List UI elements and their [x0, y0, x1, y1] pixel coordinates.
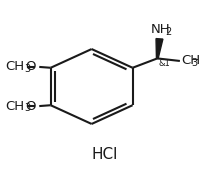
Polygon shape — [156, 39, 163, 58]
Text: NH: NH — [151, 23, 170, 36]
Text: HCl: HCl — [91, 147, 118, 162]
Text: &1: &1 — [159, 59, 170, 68]
Text: CH: CH — [5, 60, 24, 73]
Text: 2: 2 — [166, 27, 172, 37]
Text: O: O — [25, 60, 36, 73]
Text: 3: 3 — [24, 64, 30, 74]
Text: CH: CH — [181, 54, 200, 67]
Text: CH: CH — [5, 100, 24, 113]
Text: 3: 3 — [24, 103, 30, 113]
Text: 3: 3 — [191, 58, 197, 68]
Text: O: O — [25, 100, 36, 113]
